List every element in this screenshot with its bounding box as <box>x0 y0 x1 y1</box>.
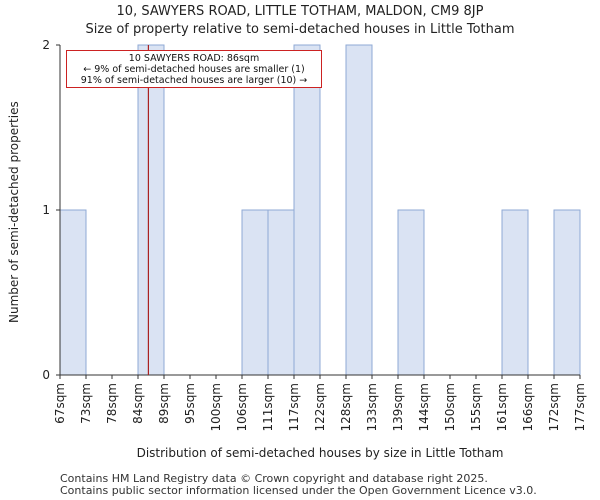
bar <box>241 209 269 376</box>
annotation-box: 10 SAWYERS ROAD: 86sqm ← 9% of semi-deta… <box>66 50 322 88</box>
x-tick-label: 84sqm <box>131 383 145 424</box>
x-tick-label: 73sqm <box>79 383 93 424</box>
x-tick-label: 172sqm <box>547 383 561 431</box>
x-tick-label: 128sqm <box>339 383 353 431</box>
x-tick-label: 95sqm <box>183 383 197 424</box>
annotation-line3: 91% of semi-detached houses are larger (… <box>80 75 308 86</box>
x-tick-label: 155sqm <box>469 383 483 431</box>
x-tick-label: 117sqm <box>287 383 301 431</box>
x-tick-label: 78sqm <box>105 383 119 424</box>
bar <box>59 209 87 376</box>
bar <box>501 209 529 376</box>
bar <box>137 44 165 376</box>
x-tick-label: 166sqm <box>521 383 535 431</box>
x-tick-label: 177sqm <box>573 383 587 431</box>
annotation-line2: ← 9% of semi-detached houses are smaller… <box>83 64 305 75</box>
x-axis-label: Distribution of semi-detached houses by … <box>136 446 504 460</box>
x-tick-label: 150sqm <box>443 383 457 431</box>
chart-title: 10, SAWYERS ROAD, LITTLE TOTHAM, MALDON,… <box>116 4 484 19</box>
bar <box>553 209 581 376</box>
x-tick-label: 106sqm <box>235 383 249 431</box>
x-tick-label: 133sqm <box>365 383 379 431</box>
y-tick-label: 2 <box>42 38 50 52</box>
x-tick-label: 89sqm <box>157 383 171 424</box>
annotation-line1: 10 SAWYERS ROAD: 86sqm <box>128 53 260 64</box>
footer-line1: Contains HM Land Registry data © Crown c… <box>60 472 488 485</box>
footer-line2: Contains public sector information licen… <box>60 484 537 497</box>
x-tick-label: 100sqm <box>209 383 223 431</box>
bar <box>293 44 321 376</box>
bar <box>267 209 295 376</box>
bar <box>345 44 373 376</box>
bar <box>397 209 425 376</box>
x-tick-label: 161sqm <box>495 383 509 431</box>
y-axis-label: Number of semi-detached properties <box>7 101 21 323</box>
x-tick-label: 67sqm <box>53 383 67 424</box>
y-tick-label: 1 <box>42 203 50 217</box>
chart-subtitle: Size of property relative to semi-detach… <box>85 22 515 37</box>
x-tick-label: 139sqm <box>391 383 405 431</box>
x-tick-label: 144sqm <box>417 383 431 431</box>
y-tick-label: 0 <box>42 368 50 382</box>
x-tick-label: 111sqm <box>261 383 275 431</box>
x-tick-label: 122sqm <box>313 383 327 431</box>
